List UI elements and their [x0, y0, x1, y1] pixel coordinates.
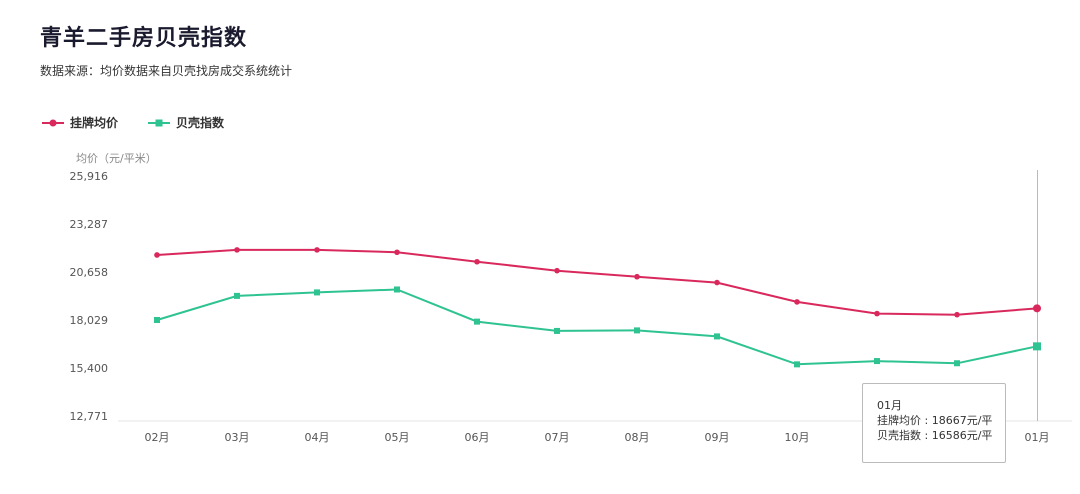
legend: 挂牌均价 贝壳指数	[42, 114, 224, 131]
data-point	[314, 247, 320, 253]
data-point	[1033, 342, 1041, 351]
legend-marker-circle-icon	[42, 119, 64, 126]
legend-label-listing-price: 挂牌均价	[70, 116, 119, 130]
y-tick-label: 12,771	[70, 410, 109, 423]
data-point	[954, 311, 960, 318]
data-point	[314, 289, 320, 296]
y-tick-label: 18,029	[70, 314, 109, 327]
tooltip-title: 01月	[877, 399, 902, 412]
x-tick-label: 06月	[465, 431, 490, 444]
data-point	[874, 310, 880, 317]
data-point	[554, 327, 560, 334]
y-axis-title: 均价（元/平米）	[76, 152, 157, 165]
data-point	[154, 252, 160, 258]
x-tick-label: 04月	[305, 431, 330, 444]
legend-marker-square-icon	[148, 119, 171, 126]
x-tick-label: 03月	[225, 431, 250, 444]
y-tick-label: 20,658	[70, 266, 109, 279]
tooltip-line-listing-price: 挂牌均价 : 18667元/平	[877, 414, 993, 427]
data-point	[554, 267, 560, 274]
data-point	[1033, 304, 1041, 313]
series-line-0	[156, 248, 1038, 316]
x-tick-label: 02月	[145, 431, 170, 444]
data-point	[634, 327, 640, 334]
data-point	[714, 279, 720, 286]
x-tick-label: 10月	[785, 431, 810, 444]
tooltip-line-beike-index: 贝壳指数 : 16586元/平	[877, 429, 993, 442]
data-point	[394, 286, 400, 293]
y-tick-label: 23,287	[70, 218, 109, 231]
data-point	[234, 247, 240, 253]
y-tick-label: 15,400	[70, 362, 109, 375]
legend-item-listing-price[interactable]: 挂牌均价	[42, 114, 118, 131]
data-point	[794, 299, 800, 305]
data-point	[874, 358, 880, 365]
legend-label-beike-index: 贝壳指数	[176, 116, 225, 130]
x-tick-label: 08月	[625, 431, 650, 444]
x-tick-label: 05月	[385, 431, 410, 444]
data-point	[634, 273, 640, 280]
x-tick-label: 07月	[545, 431, 570, 444]
y-tick-label: 25,916	[70, 170, 109, 183]
chart-title: 青羊二手房贝壳指数	[40, 26, 248, 51]
legend-item-beike-index[interactable]: 贝壳指数	[148, 114, 224, 131]
x-tick-label: 01月	[1025, 431, 1050, 444]
data-point	[474, 318, 480, 325]
data-point	[794, 361, 800, 368]
data-point	[954, 360, 960, 367]
chart-subtitle: 数据来源：均价数据来自贝壳找房成交系统统计	[40, 64, 293, 78]
data-point	[714, 333, 720, 340]
x-tick-label: 09月	[705, 431, 730, 444]
data-point	[154, 316, 160, 323]
tooltip: 01月 挂牌均价 : 18667元/平 贝壳指数 : 16586元/平	[862, 383, 1006, 463]
data-point	[474, 258, 480, 265]
data-point	[234, 292, 240, 299]
data-point	[394, 249, 400, 256]
series-line-1	[156, 288, 1038, 366]
